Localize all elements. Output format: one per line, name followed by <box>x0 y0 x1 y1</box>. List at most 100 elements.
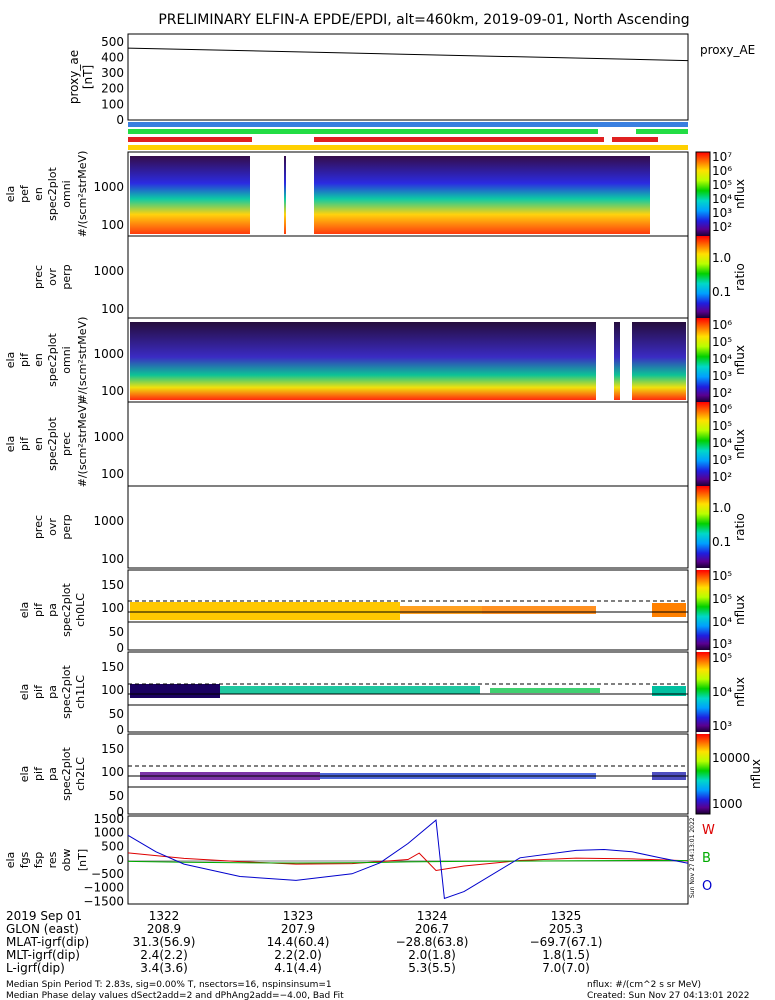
panel4-ylabel-0: prec <box>32 265 45 289</box>
panel3-ylabel-3: spec2plot <box>46 167 59 221</box>
pif-omni-spectrum <box>130 322 686 400</box>
cbar1-tick-3: 10⁴ <box>712 192 732 206</box>
panel6-ytick-1: 100 <box>101 467 124 481</box>
pif-omni-gap-2 <box>620 320 632 400</box>
panel6-ylabel-2: en <box>32 437 45 451</box>
cbar7-tick-0: 10⁵ <box>712 651 732 665</box>
cbar5-tick-1: 0.1 <box>712 535 731 549</box>
indicator-bars <box>128 122 688 150</box>
panel4-ytick-1: 100 <box>101 302 124 316</box>
colorbar3-label: nflux <box>733 345 747 375</box>
footer-line2: Median Phase delay values dSect2add=2 an… <box>6 991 344 1000</box>
panel9-ylabel-1: pif <box>32 684 45 699</box>
panel4-ylabel-1: ovr <box>46 268 59 286</box>
panel-ch2lc: ela pif pa spec2plot ch2LC 150 100 50 0 <box>18 733 689 819</box>
time-row-0-val-0: 1322 <box>149 909 180 923</box>
panel9-ytick-1: 100 <box>101 683 124 697</box>
time-row-4-val-1: 4.1(4.4) <box>274 961 322 975</box>
panel3-ylabel-1: pef <box>18 184 31 203</box>
time-row-1-val-2: 206.7 <box>415 922 449 936</box>
time-row-1-val-0: 208.9 <box>147 922 181 936</box>
panel10-ylabel-4: ch2LC <box>74 757 87 791</box>
panel-ch0lc: ela pif pa spec2plot ch0LC 150 100 50 0 <box>18 569 689 655</box>
colorbar-3 <box>696 318 710 402</box>
panel1-legend: proxy_AE <box>700 43 755 57</box>
panel5-ylabel-1: pif <box>18 352 31 367</box>
panel11-ytick-0: 1500 <box>93 812 124 826</box>
time-row-1-label: GLON (east) <box>6 922 79 936</box>
time-row-4-label: L-igrf(dip) <box>6 961 65 975</box>
indicator-bar-green <box>128 129 598 134</box>
colorbar-8 <box>696 734 710 814</box>
legend-W: W <box>702 823 715 838</box>
mag-series-W <box>127 852 689 872</box>
cbar6-tick-0: 10⁵ <box>712 569 732 583</box>
cbar3-tick-4: 10² <box>712 386 732 400</box>
time-row-0-val-3: 1325 <box>551 909 582 923</box>
time-row-4-val-0: 3.4(3.6) <box>140 961 188 975</box>
panel11-ylabel-4: obw <box>60 849 73 872</box>
panel7-ylabel-1: ovr <box>46 518 59 536</box>
panel5-ylabel-2: en <box>32 353 45 367</box>
colorbar-6 <box>696 570 710 650</box>
panel9-ytick-0: 150 <box>101 660 124 674</box>
panel3-ylabel-4: omni <box>60 180 73 207</box>
ch1lc-band-2 <box>220 686 480 694</box>
colorbar1-label: nflux <box>733 179 747 209</box>
cbar6-tick-3: 10³ <box>712 637 732 651</box>
time-row-0-val-2: 1324 <box>417 909 448 923</box>
panel10-ytick-1: 100 <box>101 765 124 779</box>
ch0lc-band-2 <box>482 606 596 614</box>
mag-series-B <box>127 860 688 864</box>
cbar4-tick-3: 10³ <box>712 453 732 467</box>
cbar1-tick-2: 10⁵ <box>712 178 732 192</box>
panel10-ytick-0: 150 <box>101 742 124 756</box>
time-row-2-val-3: −69.7(67.1) <box>530 935 603 949</box>
legend-B: B <box>702 851 711 866</box>
ch0lc-band-3 <box>652 603 686 617</box>
panel-pef-ratio: prec ovr perp 1000 100 <box>32 235 689 319</box>
cbar4-tick-2: 10⁴ <box>712 436 732 450</box>
time-row-3-val-1: 2.2(2.0) <box>274 948 322 962</box>
panel8-ylabel-4: ch0LC <box>74 593 87 627</box>
colorbar-4 <box>696 402 710 486</box>
cbar2-tick-1: 0.1 <box>712 285 731 299</box>
colorbar-7 <box>696 652 710 732</box>
footer-line1: Median Spin Period T: 2.83s, sig=0.00% T… <box>6 980 332 990</box>
colorbar5-label: ratio <box>733 513 747 541</box>
panel3-ytick-0: 1000 <box>93 180 124 194</box>
panel1-ylabel-1: [nT] <box>81 65 95 89</box>
pef-omni-gap-1 <box>250 154 284 234</box>
panel8-ytick-3: 0 <box>116 641 124 655</box>
panel10-ylabel-1: pif <box>32 766 45 781</box>
cbar8-tick-0: 10000 <box>712 751 750 765</box>
colorbar8-label: nflux <box>749 759 763 789</box>
pif-omni-gap-1 <box>596 320 614 400</box>
panel1-ytick-4: 100 <box>101 97 124 111</box>
plot-title: PRELIMINARY ELFIN-A EPDE/EPDI, alt=460km… <box>158 12 689 28</box>
ch1lc-band-4 <box>652 686 686 696</box>
mag-series-O <box>127 819 689 900</box>
ch0lc-band <box>130 602 400 620</box>
time-row-3-val-0: 2.4(2.2) <box>140 948 188 962</box>
panel6-ylabel-4: prec <box>60 432 73 456</box>
panel11-ytick-6: −1500 <box>83 894 124 908</box>
indicator-bar-blue <box>128 122 688 127</box>
panel6-ylabel-5: #/(scm²strMeV) <box>76 401 89 488</box>
panel-pif-omni: ela pif en spec2plot omni #/(scm²strMeV)… <box>4 317 689 403</box>
pef-omni-gap-2 <box>286 154 314 234</box>
time-axis-table: 2019 Sep 01 GLON (east) MLAT-igrf(dip) M… <box>6 909 602 975</box>
panel9-ytick-3: 0 <box>116 723 124 737</box>
colorbar-5 <box>696 486 710 568</box>
panel1-ytick-0: 500 <box>101 35 124 49</box>
panel9-ylabel-3: spec2plot <box>60 665 73 719</box>
cbar8-tick-1: 1000 <box>712 797 743 811</box>
pef-omni-spectrum <box>130 156 650 234</box>
indicator-bar-yellow <box>128 145 688 150</box>
cbar1-tick-0: 10⁷ <box>712 150 732 164</box>
indicator-bar-red <box>128 137 252 142</box>
panel1-ytick-3: 200 <box>101 82 124 96</box>
